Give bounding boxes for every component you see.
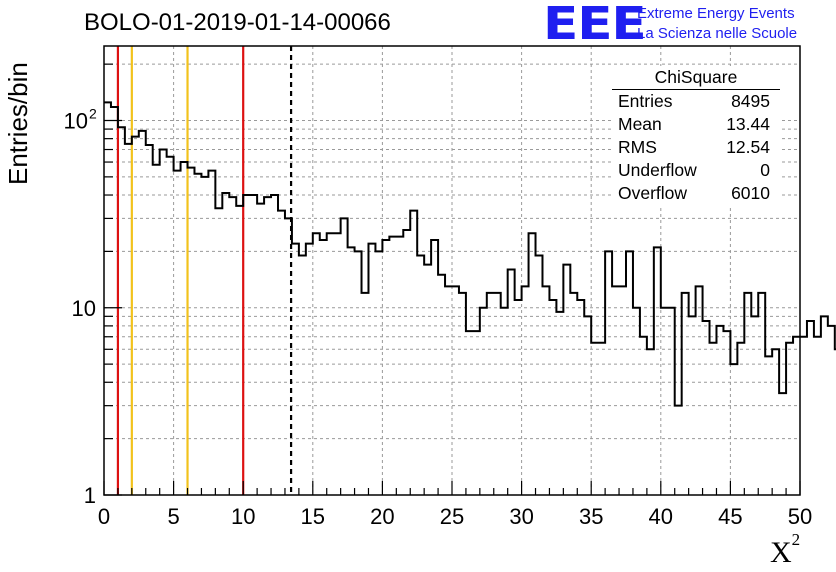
stats-row-mean: Mean 13.44 [612,113,780,136]
logo-text-line2: La Scienza nelle Scuole [637,25,798,42]
histogram-line [104,101,836,407]
logo-text-line1: Extreme Energy Events [637,5,795,22]
stats-row-entries: Entries 8495 [612,90,780,113]
x-axis-label-sup: 2 [791,530,801,549]
x-tick-label: 30 [509,504,533,529]
x-tick-label: 25 [440,504,464,529]
x-tick-label: 20 [370,504,394,529]
stats-label: Mean [618,114,662,134]
y-tick-label: 10 [64,109,88,134]
stats-row-overflow: Overflow 6010 [612,182,780,205]
x-tick-label: 0 [98,504,110,529]
x-tick-label: 40 [649,504,673,529]
y-tick-exponent: 2 [89,106,97,122]
y-tick-label: 1 [84,483,96,508]
stats-row-underflow: Underflow 0 [612,159,780,182]
x-tick-label: 15 [301,504,325,529]
x-axis-ticks: 0 5 10 15 20 25 30 35 40 45 50 [98,481,812,529]
stats-box: ChiSquare Entries 8495 Mean 13.44 RMS 12… [612,66,780,205]
x-tick-label: 50 [788,504,812,529]
stats-label: Underflow [618,160,697,180]
stats-label: Entries [618,91,673,111]
stats-label: RMS [618,137,657,157]
stats-title: ChiSquare [612,66,780,90]
stats-value: 12.54 [726,137,770,157]
x-tick-label: 45 [718,504,742,529]
logo-mark: EEE [543,0,647,50]
chart-title: BOLO-01-2019-01-14-00066 [84,9,391,36]
x-axis-label: X2 [770,530,800,570]
stats-row-rms: RMS 12.54 [612,136,780,159]
x-tick-label: 5 [167,504,179,529]
y-tick-label: 10 [72,296,96,321]
vertical-markers [116,46,293,495]
x-tick-label: 35 [579,504,603,529]
x-axis-label-main: X [770,536,792,569]
stats-value: 13.44 [726,114,770,134]
stats-label: Overflow [618,183,688,203]
stats-value: 6010 [731,183,770,203]
x-tick-label: 10 [231,504,255,529]
stats-value: 8495 [731,91,770,111]
stats-value: 0 [760,160,770,180]
